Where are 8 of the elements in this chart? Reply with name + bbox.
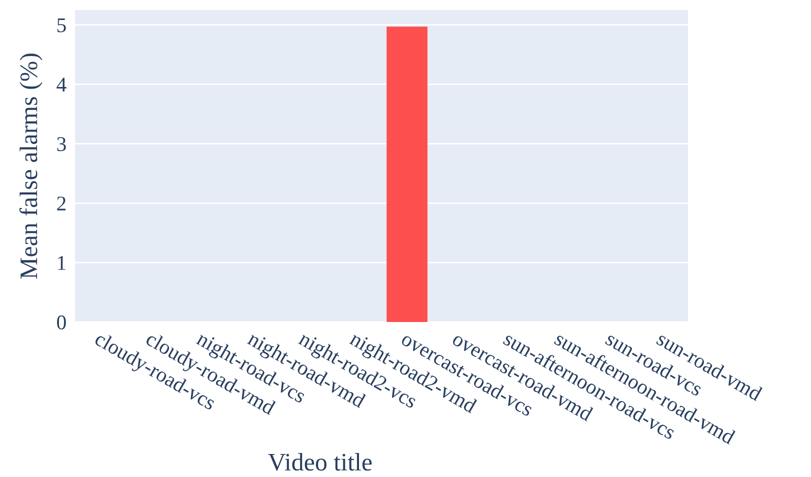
y-tick-label: 5 [57, 18, 66, 32]
y-tick-label: 3 [57, 137, 66, 152]
y-tick-label: 2 [57, 196, 66, 210]
y-tick-label: 4 [56, 78, 66, 92]
x-axis-title: Video title [268, 453, 372, 471]
y-tick-label: 0 [57, 315, 66, 330]
y-axis-title: Mean false alarms (%) [19, 54, 42, 279]
y-tick-label: 1 [58, 256, 66, 270]
